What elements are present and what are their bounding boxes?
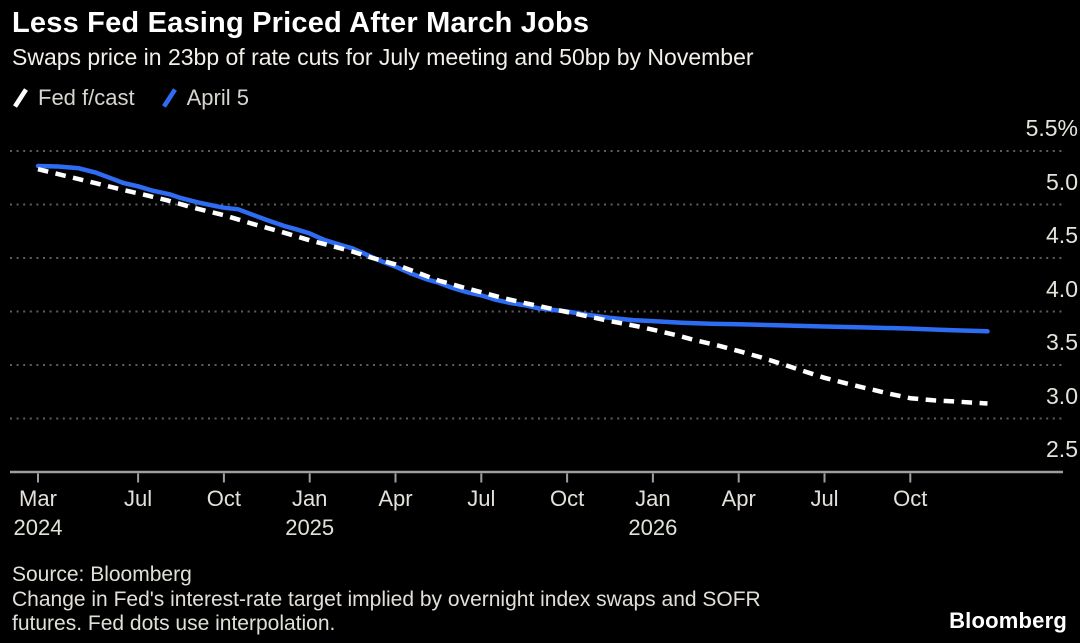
legend-label-fed-forecast: Fed f/cast <box>38 85 135 110</box>
x-axis-label: Oct <box>893 486 928 511</box>
y-axis-label: 3.5 <box>1046 329 1078 355</box>
x-axis-label: Jan <box>635 486 671 511</box>
bloomberg-logo: Bloomberg <box>949 608 1067 633</box>
legend-item-fed-forecast: Fed f/cast <box>12 85 135 111</box>
chart-subtitle: Swaps price in 23bp of rate cuts for Jul… <box>12 44 754 71</box>
chart-legend: Fed f/cast April 5 <box>12 85 249 111</box>
legend-label-april-5: April 5 <box>186 85 249 110</box>
x-axis-label: Apr <box>721 486 756 511</box>
footnote-line-1: Change in Fed's interest-rate target imp… <box>12 587 761 611</box>
x-axis-label: Oct <box>549 486 585 511</box>
x-axis-year-label: 2026 <box>628 515 678 540</box>
y-axis-label: 3.0 <box>1046 382 1078 409</box>
y-axis-label: 2.5 <box>1046 436 1078 462</box>
line-chart-plot-area: 5.5% 5.0 4.5 4.0 3.5 3.0 2.5 Mar 2024 Jul Oct Jan 20… <box>0 110 1080 555</box>
chart-header: Less Fed Easing Priced After March Jobs … <box>0 0 1080 71</box>
y-axis-label: 4.5 <box>1046 222 1078 248</box>
y-axis-label: 5.5% <box>1025 115 1078 141</box>
x-axis-label: Jan <box>291 486 328 511</box>
x-axis-label: Jul <box>467 486 496 511</box>
x-axis-label: Mar <box>19 486 57 511</box>
series-line-april-5 <box>35 163 990 334</box>
x-axis-label: Jul <box>810 486 839 511</box>
plot-canvas <box>10 150 1063 483</box>
april-5-line-swatch-icon <box>161 88 177 108</box>
x-axis-label: Oct <box>206 486 241 511</box>
chart-footer: Source: Bloomberg Change in Fed's intere… <box>12 563 761 637</box>
legend-item-april-5: April 5 <box>161 85 249 111</box>
series-line-fed-f-cast <box>37 167 988 406</box>
source-line: Source: Bloomberg <box>12 563 192 586</box>
footnote-line-2: futures. Fed dots use interpolation. <box>12 612 336 635</box>
x-axis-year-label: 2025 <box>285 515 335 540</box>
fed-forecast-line-swatch-icon <box>13 88 28 108</box>
y-axis-label: 5.0 <box>1046 168 1078 195</box>
chart-title: Less Fed Easing Priced After March Jobs <box>12 7 590 39</box>
x-axis-label: Jul <box>124 486 153 511</box>
y-axis-label: 4.0 <box>1046 275 1078 302</box>
x-axis-year-label: 2024 <box>13 515 63 540</box>
x-axis-label: Apr <box>378 486 413 511</box>
